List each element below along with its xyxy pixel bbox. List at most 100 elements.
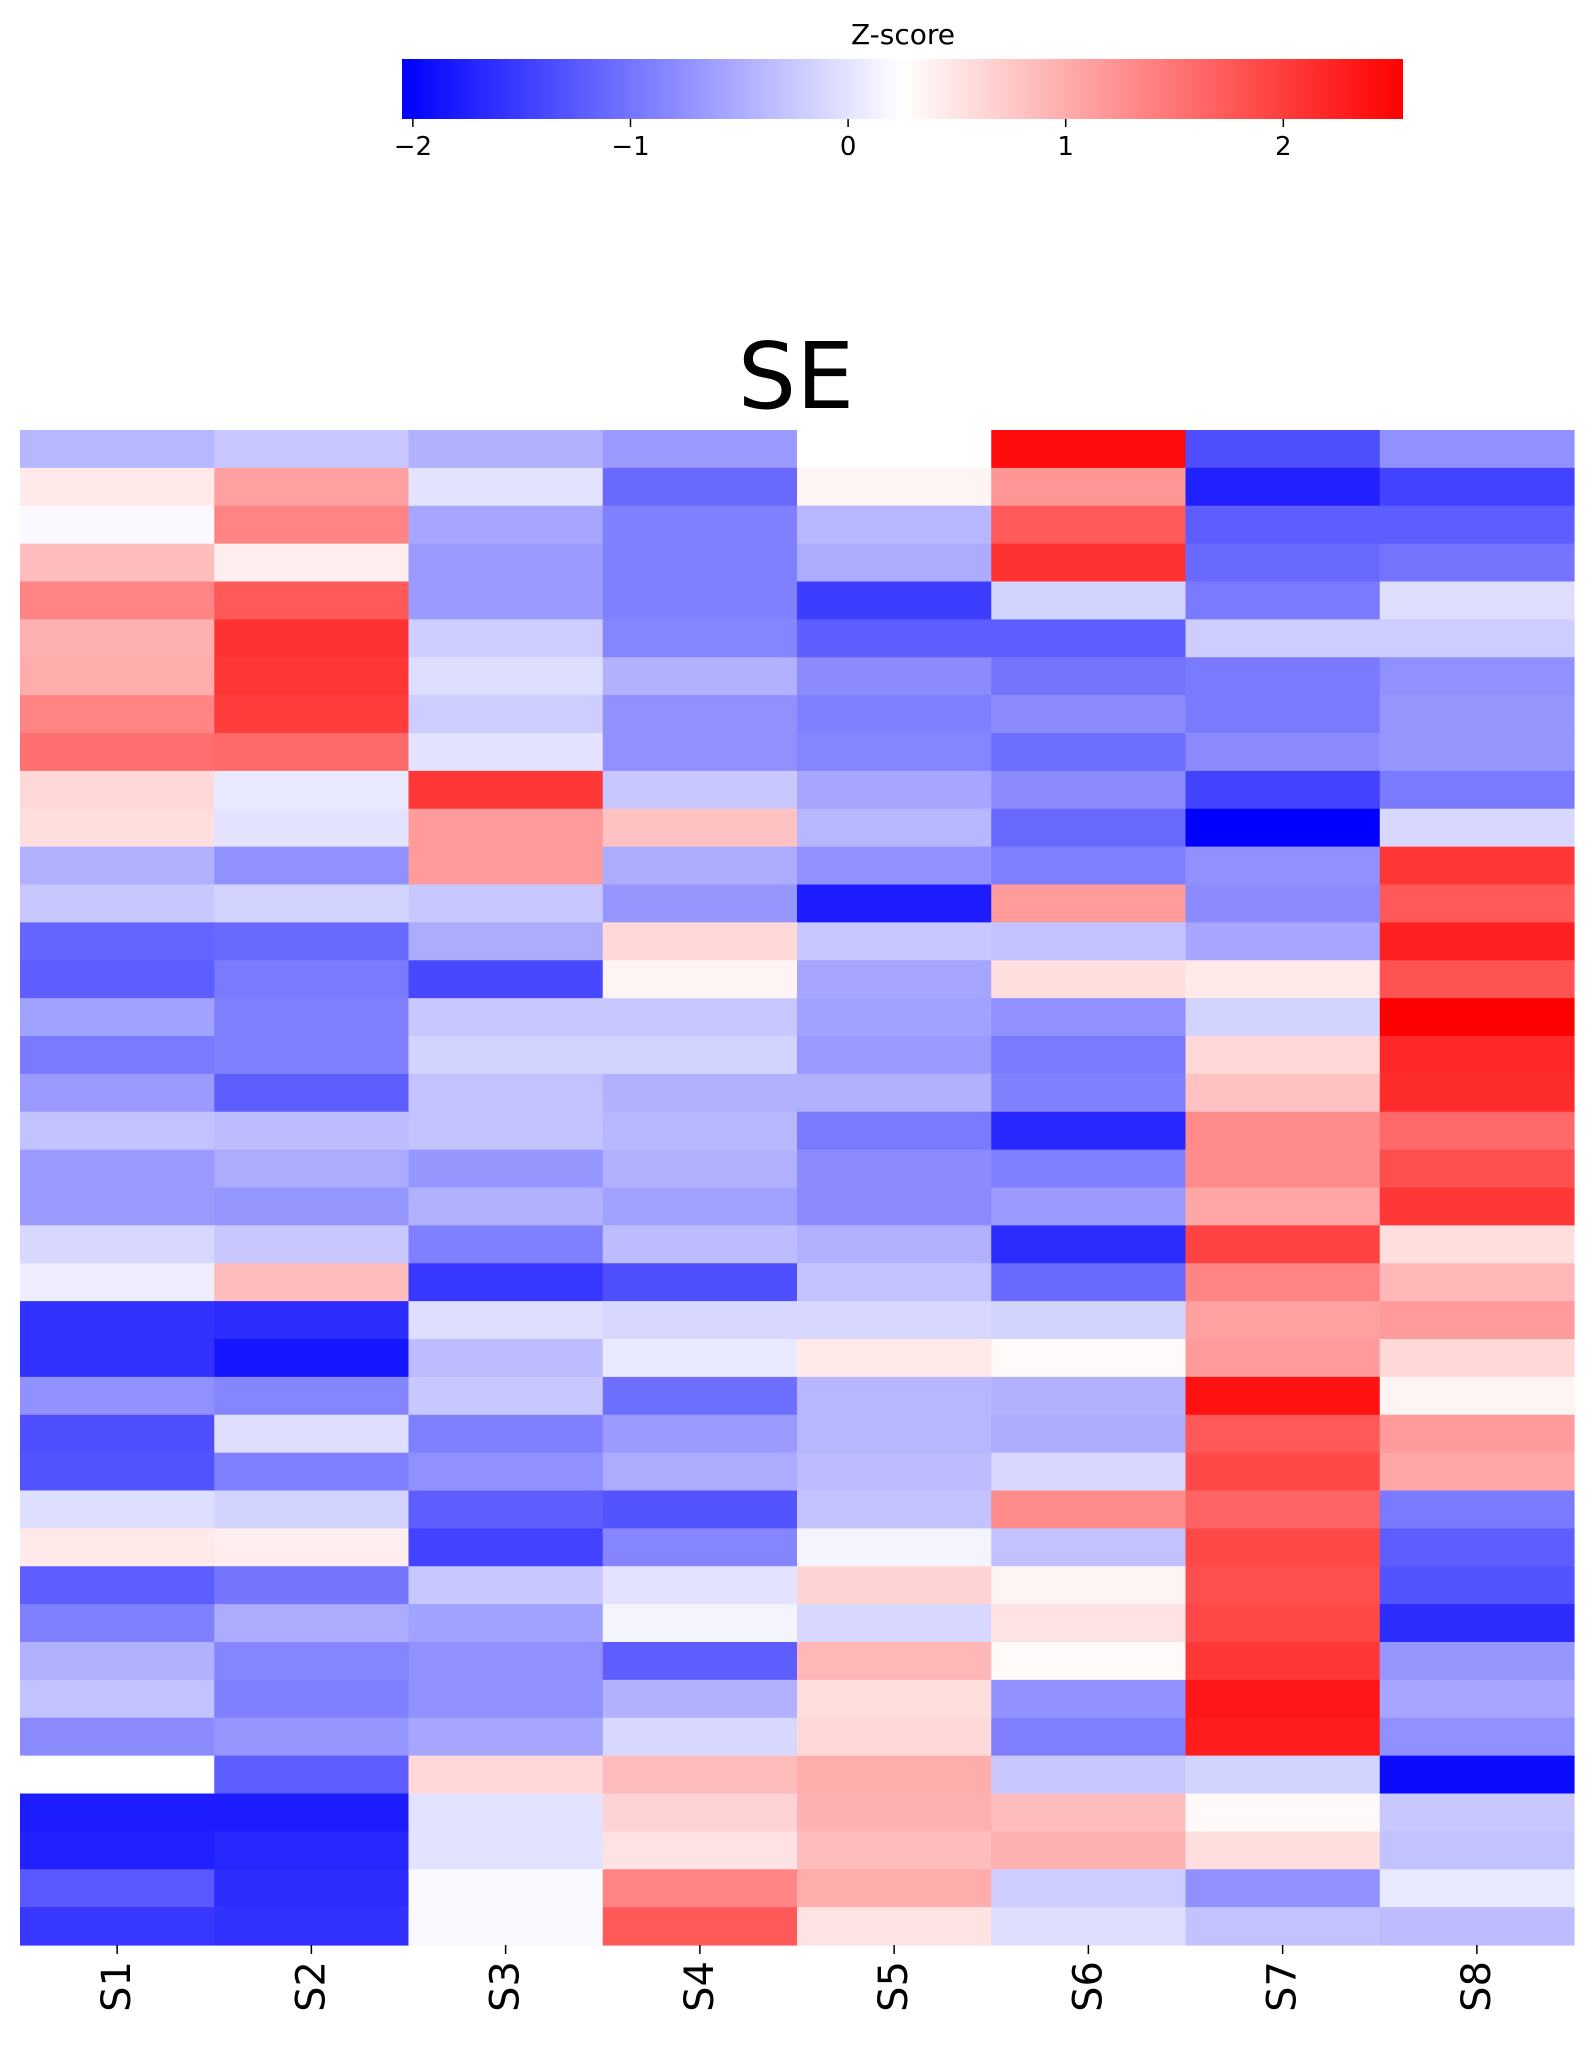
heatmap-cell	[797, 505, 992, 545]
heatmap-cell	[797, 1339, 992, 1378]
heatmap-cell	[1185, 1187, 1381, 1226]
heatmap-cell	[214, 1679, 410, 1719]
heatmap-cell	[602, 998, 798, 1037]
heatmap-cell	[991, 1793, 1187, 1832]
heatmap-cell	[1185, 1225, 1381, 1264]
heatmap-cell	[602, 1452, 798, 1492]
heatmap-cell	[214, 1414, 410, 1454]
heatmap-cell	[797, 1111, 992, 1151]
heatmap-cell	[991, 467, 1187, 507]
heatmap-cell	[1185, 505, 1381, 545]
heatmap-cell	[797, 1187, 992, 1226]
heatmap-cell	[1379, 657, 1575, 696]
heatmap-cell	[214, 1263, 410, 1302]
heatmap-cell	[1379, 1793, 1575, 1832]
heatmap-cell	[214, 1111, 410, 1151]
heatmap-cell	[20, 998, 215, 1037]
heatmap-cell	[408, 1225, 604, 1264]
heatmap-cell	[797, 1528, 992, 1567]
heatmap-cell	[214, 846, 410, 886]
heatmap-cell	[991, 1831, 1187, 1870]
heatmap-cell	[1379, 1376, 1575, 1416]
heatmap-cell	[1185, 1907, 1381, 1946]
heatmap-cell	[991, 1907, 1187, 1946]
heatmap-cell	[1185, 1793, 1381, 1832]
heatmap-cell	[408, 1111, 604, 1151]
heatmap-cell	[991, 1717, 1187, 1757]
heatmap-cell	[797, 1452, 992, 1492]
heatmap-cell	[408, 733, 604, 772]
heatmap-cell	[991, 770, 1187, 810]
heatmap-cell	[1185, 543, 1381, 583]
heatmap-cell	[20, 1869, 215, 1908]
heatmap-cell	[20, 430, 215, 469]
heatmap-cell	[991, 1036, 1187, 1075]
heatmap-cell	[991, 846, 1187, 886]
heatmap-cell	[20, 733, 215, 772]
heatmap-cell	[1379, 733, 1575, 772]
heatmap-cell	[1185, 922, 1381, 961]
heatmap-cell	[1379, 581, 1575, 620]
heatmap-cell	[991, 1301, 1187, 1340]
heatmap-cell	[797, 1642, 992, 1681]
heatmap-cell	[1379, 998, 1575, 1037]
heatmap-cell	[991, 657, 1187, 696]
heatmap-cell	[408, 922, 604, 961]
heatmap-cell	[797, 430, 992, 469]
x-tick-label: S7	[1260, 1961, 1306, 2012]
heatmap-cell	[602, 581, 798, 620]
heatmap-cell	[1185, 1073, 1381, 1113]
heatmap-cell	[602, 543, 798, 583]
heatmap-cell	[1185, 1301, 1381, 1340]
heatmap-cell	[1185, 1263, 1381, 1302]
heatmap-cell	[797, 657, 992, 696]
heatmap-cell	[797, 543, 992, 583]
heatmap-cell	[408, 846, 604, 886]
heatmap-cell	[602, 1073, 798, 1113]
heatmap-cell	[1379, 1149, 1575, 1189]
colorbar-gradient	[402, 59, 1403, 119]
heatmap-cell	[214, 1566, 410, 1605]
heatmap-cell	[1185, 1755, 1381, 1795]
heatmap-cell	[408, 1793, 604, 1832]
heatmap-cell	[602, 1036, 798, 1075]
heatmap-cell	[20, 1036, 215, 1075]
heatmap-cell	[991, 505, 1187, 545]
heatmap-cell	[991, 1187, 1187, 1226]
heatmap-cell	[1185, 1339, 1381, 1378]
heatmap-cell	[797, 960, 992, 999]
heatmap-cell	[1185, 657, 1381, 696]
heatmap-cell	[602, 657, 798, 696]
heatmap-cell	[991, 695, 1187, 734]
heatmap-cell	[991, 1376, 1187, 1416]
heatmap-cell	[408, 1339, 604, 1378]
heatmap-cell	[797, 1717, 992, 1757]
x-tick-label: S8	[1454, 1961, 1500, 2012]
heatmap-cell	[602, 1907, 798, 1946]
heatmap-cell	[214, 543, 410, 583]
heatmap-cell	[20, 657, 215, 696]
heatmap-cell	[602, 1301, 798, 1340]
colorbar-tick-label: 0	[840, 132, 857, 162]
heatmap-cell	[1185, 1149, 1381, 1189]
heatmap-cell	[1185, 467, 1381, 507]
heatmap-cell	[991, 808, 1187, 848]
heatmap-cell	[1379, 1490, 1575, 1529]
heatmap-cell	[602, 808, 798, 848]
heatmap-cell	[1379, 1414, 1575, 1454]
heatmap-cell	[1185, 1831, 1381, 1870]
heatmap-cell	[1379, 695, 1575, 734]
heatmap-cell	[1379, 808, 1575, 848]
heatmap-cell	[602, 1376, 798, 1416]
heatmap-cell	[991, 1414, 1187, 1454]
heatmap-cell	[1185, 1604, 1381, 1643]
heatmap-cell	[408, 808, 604, 848]
heatmap-cell	[1185, 1869, 1381, 1908]
heatmap-cell	[20, 1187, 215, 1226]
heatmap-cell	[602, 695, 798, 734]
colorbar-label: Z-score	[851, 18, 955, 51]
heatmap-cell	[214, 1717, 410, 1757]
heatmap-cell	[1379, 430, 1575, 469]
heatmap-cell	[1379, 1869, 1575, 1908]
heatmap-cell	[214, 1755, 410, 1795]
